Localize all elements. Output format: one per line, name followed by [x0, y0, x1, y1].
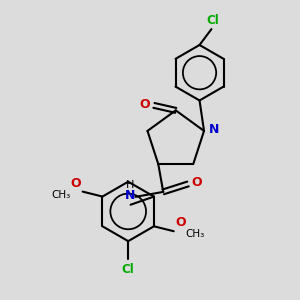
Text: Cl: Cl: [206, 14, 219, 27]
Text: O: O: [191, 176, 202, 190]
Text: Cl: Cl: [122, 263, 135, 276]
Text: H: H: [126, 180, 135, 190]
Text: O: O: [140, 98, 150, 111]
Text: N: N: [125, 189, 136, 202]
Text: CH₃: CH₃: [52, 190, 71, 200]
Text: N: N: [209, 123, 219, 136]
Text: CH₃: CH₃: [186, 229, 205, 239]
Text: O: O: [70, 177, 81, 190]
Text: O: O: [176, 216, 186, 229]
